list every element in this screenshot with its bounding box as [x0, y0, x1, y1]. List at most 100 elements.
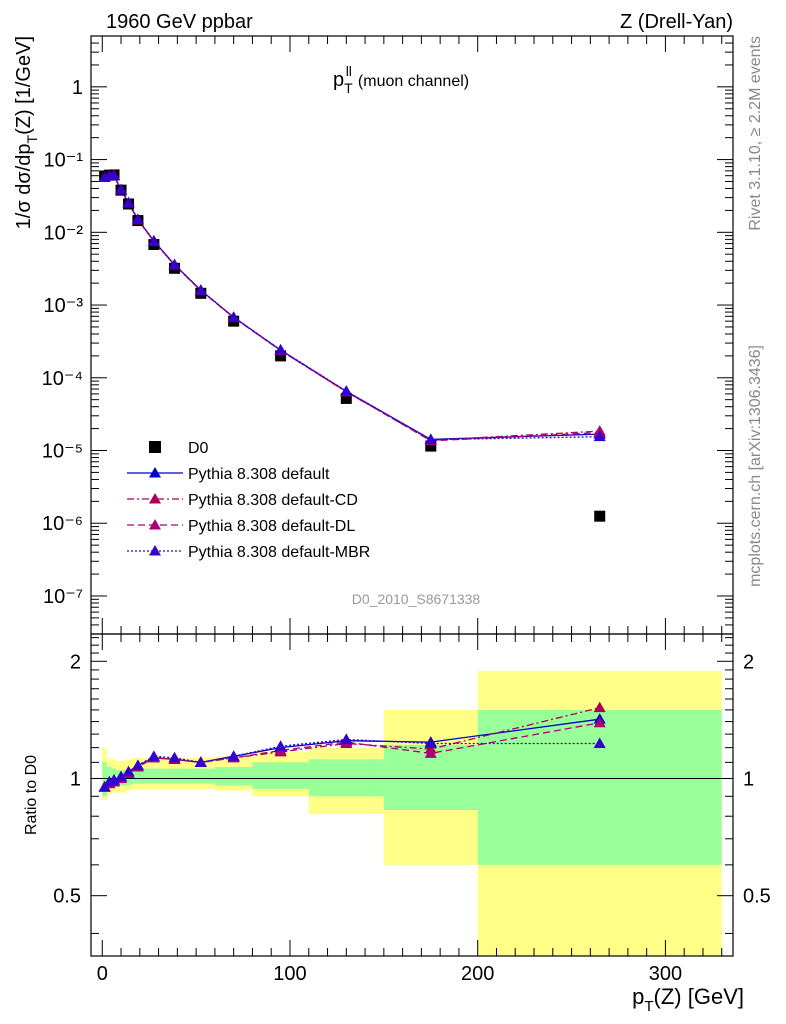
- legend-entry: Pythia 8.308 default-CD: [188, 492, 358, 509]
- main-line-mbr: [104, 175, 600, 441]
- ratio-band-inner: [102, 762, 107, 797]
- side-label-rivet: Rivet 3.1.10, ≥ 2.2M events: [747, 36, 764, 231]
- main-ytick-labels: 10⁻⁷ 10⁻⁶ 10⁻⁵ 10⁻⁴ 10⁻³ 10⁻² 10⁻¹ 1: [42, 77, 84, 608]
- ratio-marker-dl: [424, 747, 437, 758]
- legend-marker-data: [149, 441, 161, 453]
- main-ytick-label: 10⁻¹: [44, 150, 84, 172]
- ratio-ytick-label-left: 1: [70, 768, 81, 790]
- header-right: Z (Drell-Yan): [620, 11, 733, 33]
- ratio-marker-mbr: [107, 774, 120, 785]
- ratio-ytick-label-left: 0.5: [53, 886, 81, 908]
- ratio-ytick-labels: 0.5 0.5 1 1 2 2: [53, 651, 771, 907]
- ylabel-part-1: 1/σ dσ/dp: [13, 143, 35, 229]
- xlabel-part-1: p: [632, 984, 644, 1009]
- main-line-default: [104, 174, 600, 441]
- main-marker-mbr: [194, 284, 207, 295]
- header-left: 1960 GeV ppbar: [106, 11, 253, 33]
- main-marker-mbr: [593, 430, 606, 442]
- main-points: [98, 169, 606, 522]
- main-marker-mbr: [147, 234, 160, 246]
- legend-marker-default: [149, 467, 161, 478]
- data-point: [275, 350, 287, 362]
- ratio-marker-mbr: [115, 770, 128, 782]
- ratio-panel: 0.5 0.5 1 1 2 2 0 100 200 300 Ratio to D0 pT(Z) …: [23, 633, 771, 1015]
- ratio-marker-mbr: [168, 751, 181, 763]
- side-label-mcplots: mcplots.cern.ch [arXiv:1306.3436]: [747, 345, 764, 587]
- ratio-points: [98, 701, 606, 792]
- ratio-marker-mbr: [194, 756, 207, 767]
- main-ytick-label: 10⁻⁷: [43, 586, 83, 608]
- ratio-ticks: [91, 634, 733, 956]
- ratio-band-inner: [144, 768, 164, 784]
- main-ytick-label: 10⁻³: [44, 295, 84, 317]
- ratio-marker-mbr: [98, 781, 111, 792]
- ratio-xtick-label: 100: [273, 963, 306, 985]
- ratio-ytick-label-right: 1: [743, 768, 754, 790]
- ratio-ylabel: Ratio to D0: [23, 755, 40, 835]
- ratio-xlabel: pT(Z) [GeV]: [632, 984, 744, 1015]
- main-panel: 10⁻⁷10⁻⁶10⁻⁵10⁻⁴10⁻³10⁻²10⁻¹1 pTll(muon …: [13, 35, 734, 635]
- main-ytick-label: 1: [72, 77, 83, 99]
- main-title: pTll (muon channel): [333, 63, 469, 96]
- ylabel-part-2: T: [24, 134, 40, 143]
- ratio-line-cd: [104, 707, 600, 788]
- main-marker-mbr: [424, 433, 437, 445]
- ratio-marker-mbr: [274, 740, 287, 751]
- legend-entry: Pythia 8.308 default: [188, 466, 330, 483]
- ratio-band-inner: [131, 768, 145, 784]
- ratio-band-inner: [477, 709, 722, 865]
- ratio-frame: [90, 633, 734, 957]
- title-sub: T: [344, 80, 353, 96]
- ratio-band-inner: [214, 767, 253, 786]
- legend-entry: Pythia 8.308 default-MBR: [188, 544, 370, 561]
- ratio-marker-mbr: [424, 737, 437, 748]
- ratio-band-inner: [308, 759, 384, 797]
- ratio-ytick-label-right: 2: [743, 651, 754, 673]
- main-marker-mbr: [115, 183, 128, 195]
- legend-entry: D0: [188, 440, 209, 457]
- main-ylabel: 1/σ dσ/dpT(Z) [1/GeV]: [13, 36, 40, 229]
- ratio-marker-mbr: [147, 750, 160, 761]
- ratio-xtick-label: 200: [461, 963, 494, 985]
- data-point: [425, 440, 437, 452]
- legend-marker-mbr: [149, 545, 161, 556]
- ratio-marker-cd: [593, 701, 606, 713]
- ratio-marker-mbr: [131, 759, 144, 770]
- main-marker-mbr: [107, 169, 120, 181]
- legend-marker-cd: [149, 493, 161, 504]
- ratio-marker-mbr: [227, 750, 240, 761]
- main-marker-mbr: [122, 196, 135, 208]
- main-ticks: [91, 35, 733, 635]
- ratio-band-inner: [252, 762, 309, 789]
- main-marker-mbr: [227, 311, 240, 322]
- main-marker-mbr: [131, 213, 144, 224]
- ratio-xtick-label: 0: [97, 963, 108, 985]
- legend: D0 Pythia 8.308 default Pythia 8.308 defau…: [127, 440, 370, 561]
- title-p: p: [333, 69, 344, 91]
- ratio-band-inner: [185, 768, 215, 784]
- xlabel-part-2: T: [644, 998, 653, 1015]
- main-line-dl: [104, 174, 600, 442]
- analysis-label: D0_2010_S8671338: [352, 591, 481, 607]
- main-series-lines: [104, 174, 600, 442]
- ratio-xtick-label: 300: [649, 963, 682, 985]
- ratio-marker-dl: [593, 716, 606, 728]
- ylabel-part-3: (Z) [1/GeV]: [13, 36, 35, 135]
- main-ytick-label: 10⁻⁵: [42, 441, 83, 463]
- legend-marker-dl: [149, 519, 161, 530]
- ratio-band-inner: [163, 768, 186, 784]
- main-line-cd: [104, 174, 600, 441]
- title-sup: ll: [346, 63, 352, 79]
- data-point: [594, 510, 606, 522]
- ratio-ytick-label-left: 2: [70, 651, 81, 673]
- ratio-marker-mbr: [340, 733, 353, 744]
- main-marker-mbr: [274, 343, 287, 355]
- main-marker-mbr: [340, 385, 353, 396]
- ratio-ytick-label-right: 0.5: [743, 886, 771, 908]
- ratio-marker-mbr: [122, 765, 135, 777]
- xlabel-part-3: (Z) [GeV]: [654, 984, 744, 1009]
- main-ytick-label: 10⁻⁴: [42, 368, 83, 390]
- legend-entry: Pythia 8.308 default-DL: [188, 518, 355, 535]
- title-rest: (muon channel): [358, 73, 469, 90]
